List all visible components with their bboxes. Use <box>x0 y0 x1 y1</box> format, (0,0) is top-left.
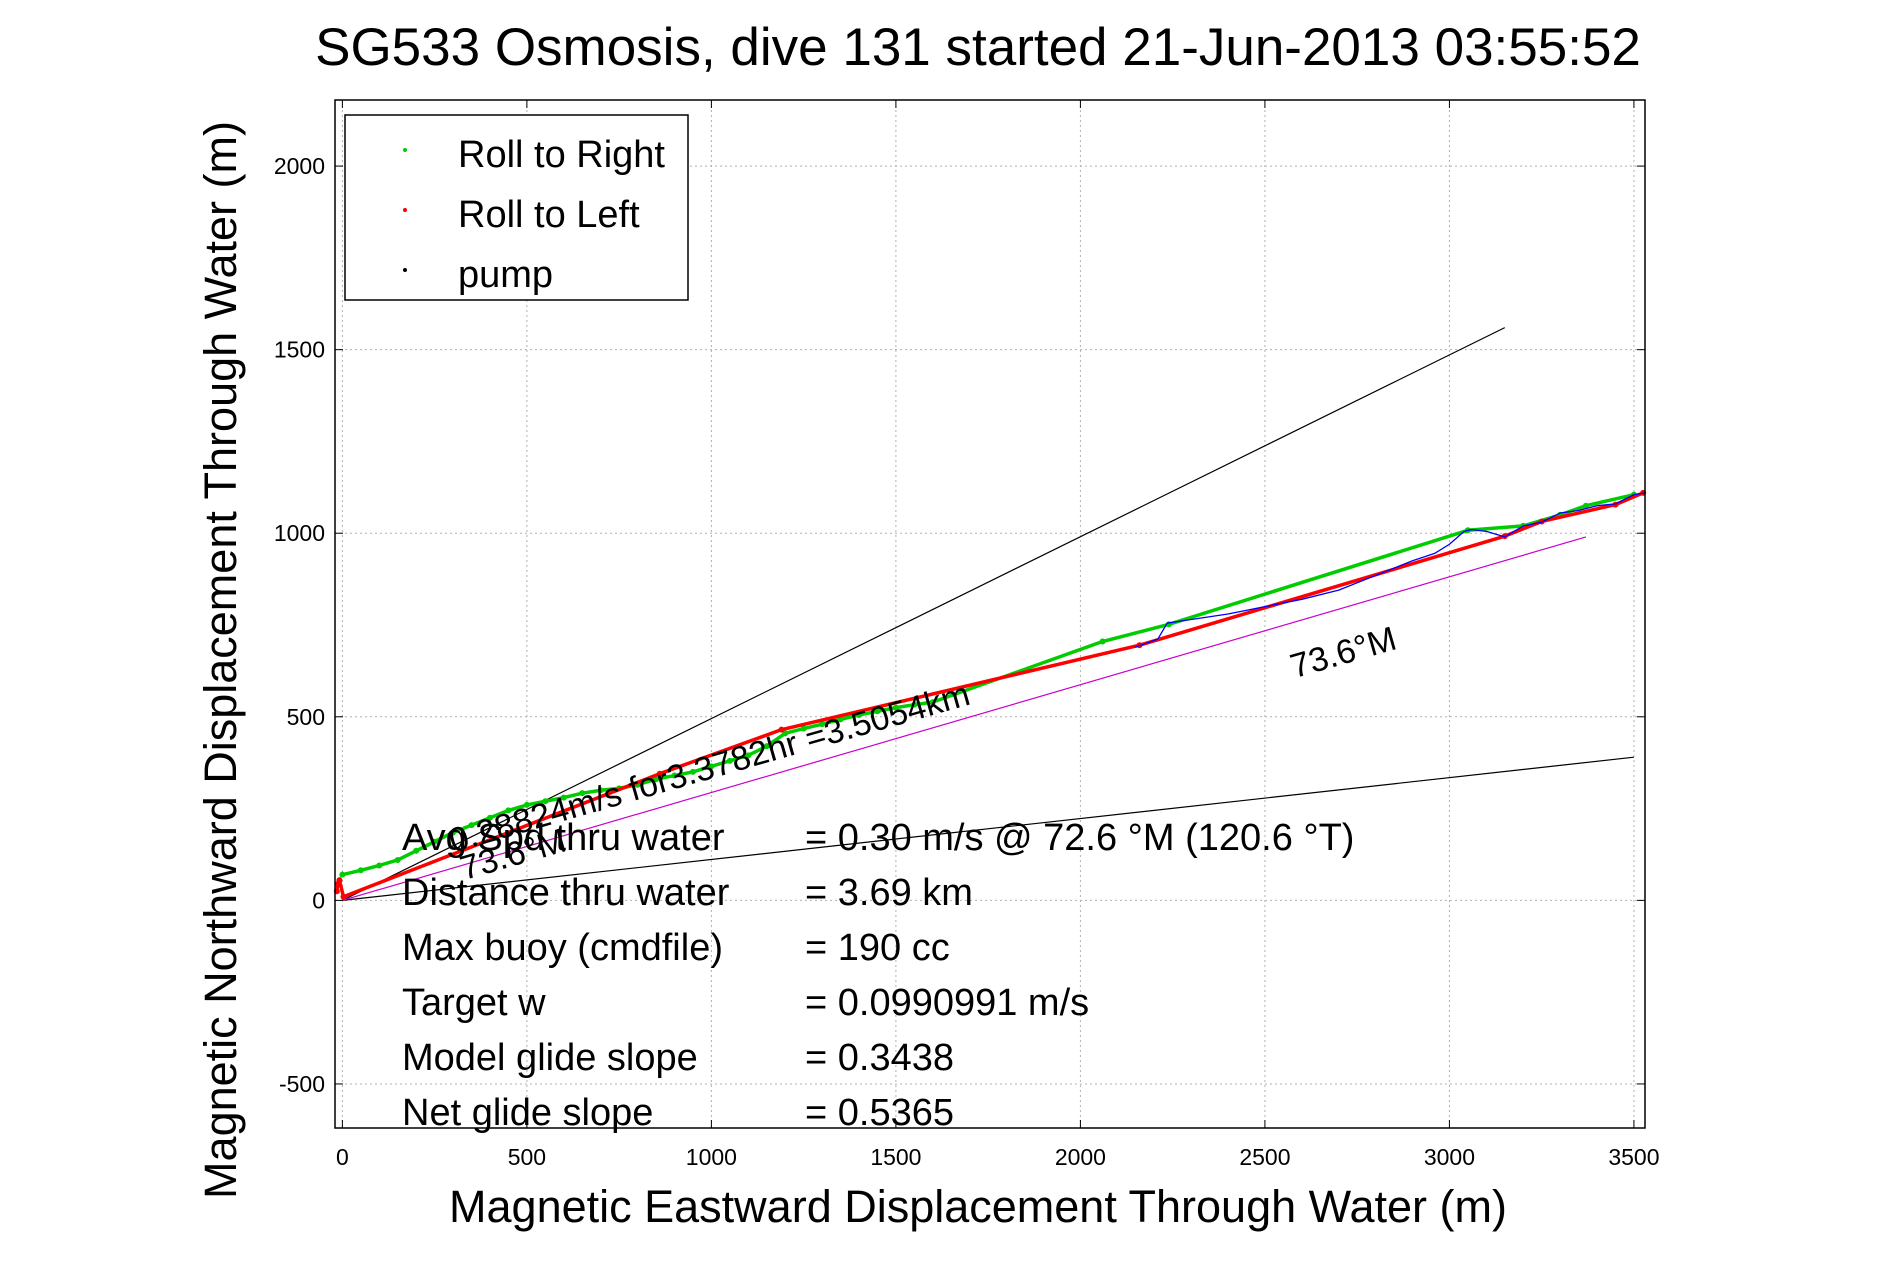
data-point <box>542 798 549 805</box>
annotation-label: 73.6°M <box>1286 620 1400 686</box>
data-point <box>523 801 530 808</box>
axis-ticks: 0 500 1000 1500 2000 2500 3000 3500 -500 0 500 1000… <box>274 100 1660 1170</box>
data-point <box>653 776 660 783</box>
legend-box <box>344 114 689 301</box>
legend: Roll to Right Roll to Left pump <box>344 114 689 301</box>
y-axis-label: Magnetic Northward Displacement Through … <box>195 121 246 1199</box>
data-point <box>819 721 826 728</box>
grid <box>335 100 1645 1128</box>
data-point <box>745 752 752 759</box>
data-point <box>413 847 420 854</box>
legend-entry-label: pump <box>458 254 553 296</box>
data-point <box>340 893 347 900</box>
stats-value: = 0.5365 <box>805 1092 954 1134</box>
x-tick-label: 2500 <box>1239 1144 1290 1170</box>
data-point <box>431 838 438 845</box>
x-tick-label: 500 <box>508 1144 546 1170</box>
data-point <box>579 790 586 797</box>
data-point <box>689 768 696 775</box>
data-point <box>468 822 475 829</box>
data-point <box>656 770 663 777</box>
data-series <box>333 489 1647 900</box>
y-tick-label: 0 <box>312 887 325 913</box>
x-tick-label: 2000 <box>1055 1144 1106 1170</box>
data-point <box>763 743 770 750</box>
reference-line <box>342 756 1634 901</box>
stats-label: Net glide slope <box>402 1092 653 1134</box>
stats-label: Distance thru water <box>402 872 730 914</box>
data-point <box>911 701 918 708</box>
data-point <box>376 862 383 869</box>
data-point <box>892 704 899 711</box>
chart-title: SG533 Osmosis, dive 131 started 21-Jun-2… <box>315 18 1641 77</box>
data-point <box>394 856 401 863</box>
x-tick-label: 1500 <box>870 1144 921 1170</box>
y-tick-label: 500 <box>287 704 325 730</box>
x-tick-label: 3000 <box>1424 1144 1475 1170</box>
stats-label: Avg Spd thru water <box>402 817 725 859</box>
stats-label: Max buoy (cmdfile) <box>402 927 723 969</box>
x-tick-label: 3500 <box>1608 1144 1659 1170</box>
series <box>1135 492 1646 648</box>
data-point <box>874 708 881 715</box>
legend-entry-label: Roll to Right <box>458 134 665 176</box>
data-point <box>357 867 364 874</box>
y-tick-label: -500 <box>279 1071 325 1097</box>
stats-value: = 3.69 km <box>805 872 973 914</box>
y-tick-label: 2000 <box>274 153 325 179</box>
reference-lines <box>342 327 1634 901</box>
series-line <box>1135 492 1646 648</box>
data-point <box>778 726 785 733</box>
legend-marker <box>403 148 407 152</box>
data-point <box>486 814 493 821</box>
data-point <box>929 699 936 706</box>
legend-marker <box>403 208 407 212</box>
data-point <box>450 829 457 836</box>
data-point <box>597 787 604 794</box>
x-axis-label: Magnetic Eastward Displacement Through W… <box>449 1181 1507 1232</box>
x-tick-label: 1000 <box>686 1144 737 1170</box>
reference-line <box>342 327 1506 901</box>
stats-value: = 190 cc <box>805 927 950 969</box>
data-point <box>1099 638 1106 645</box>
series <box>333 489 1647 900</box>
data-point <box>336 877 343 884</box>
data-point <box>671 772 678 779</box>
plot-frame <box>334 99 1646 1129</box>
stats-block: Avg Spd thru water = 0.30 m/s @ 72.6 °M (… <box>402 817 1354 1134</box>
x-tick-label: 0 <box>336 1144 349 1170</box>
data-point <box>1582 502 1589 509</box>
stats-value: = 0.30 m/s @ 72.6 °M (120.6 °T) <box>805 817 1354 859</box>
data-point <box>505 807 512 814</box>
data-point <box>339 871 346 878</box>
y-tick-label: 1500 <box>274 337 325 363</box>
data-point <box>708 763 715 770</box>
data-point <box>726 757 733 764</box>
data-point <box>800 725 807 732</box>
stats-value: = 0.3438 <box>805 1037 954 1079</box>
data-point <box>560 794 567 801</box>
series-line <box>340 492 1636 877</box>
stats-label: Model glide slope <box>402 1037 698 1079</box>
legend-marker <box>403 268 407 272</box>
legend-entry-label: Roll to Left <box>458 194 640 236</box>
stats-label: Target w <box>402 982 546 1024</box>
data-point <box>782 730 789 737</box>
y-tick-label: 1000 <box>274 520 325 546</box>
stats-value: = 0.0990991 m/s <box>805 982 1089 1024</box>
reference-line <box>342 536 1587 901</box>
